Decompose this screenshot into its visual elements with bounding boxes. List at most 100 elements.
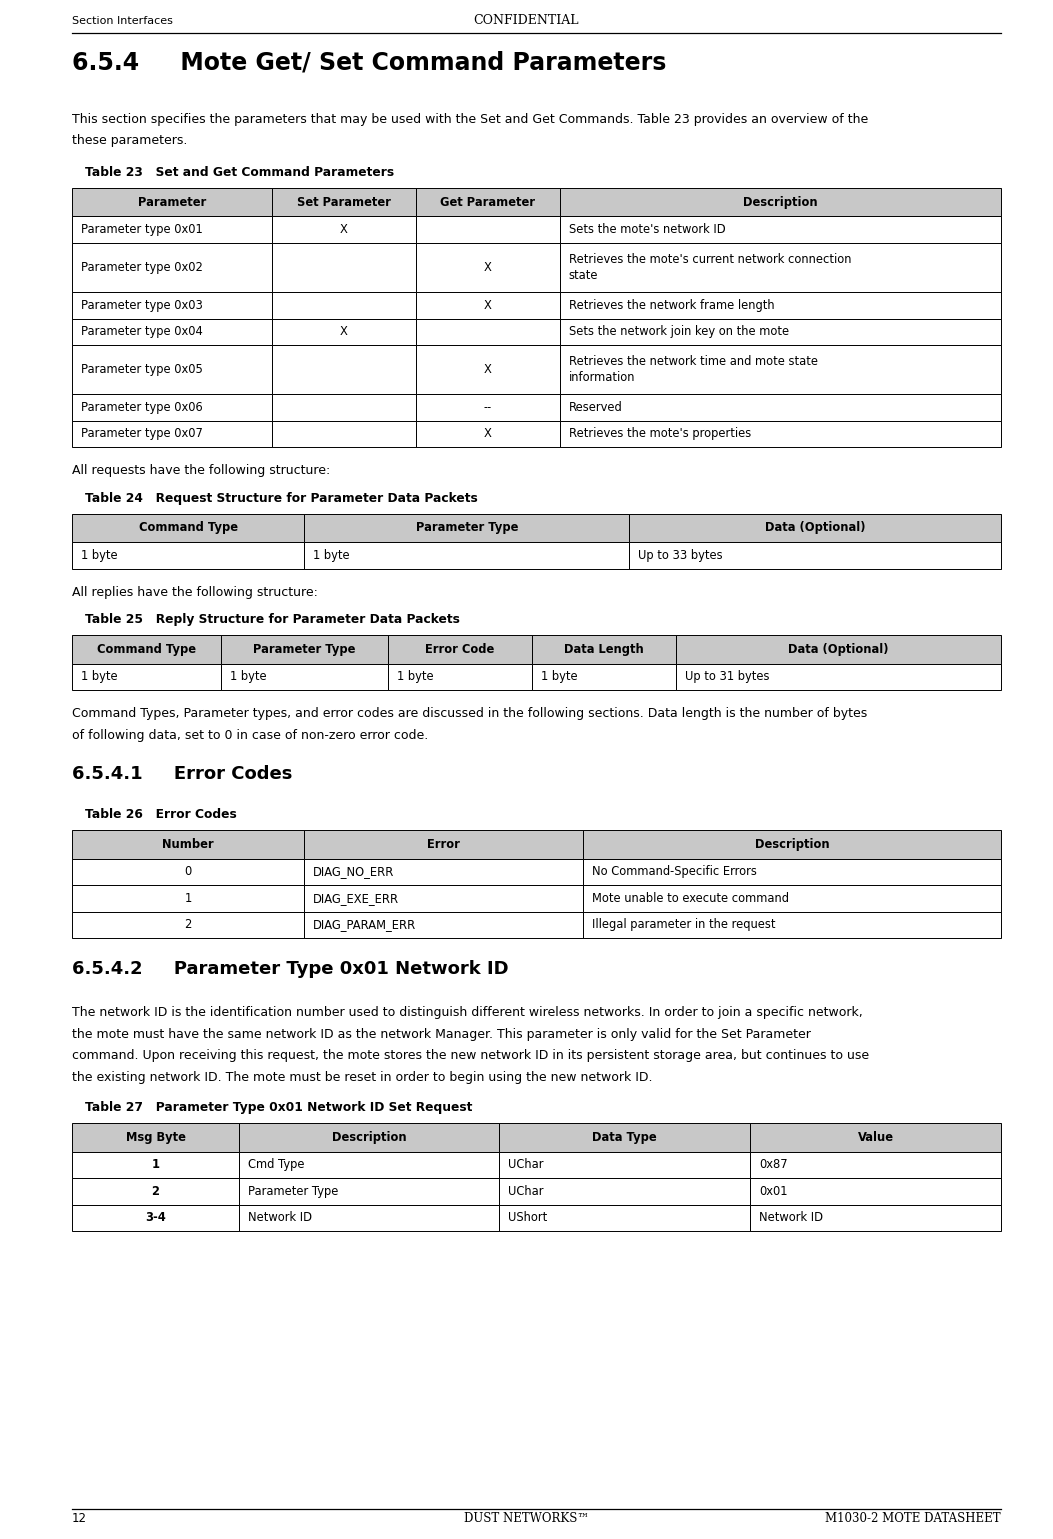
Text: All replies have the following structure:: All replies have the following structure… [72,585,318,599]
Bar [72,345,272,394]
Text: Sets the mote's network ID: Sets the mote's network ID [569,223,726,237]
Text: 6.5.4.1     Error Codes: 6.5.4.1 Error Codes [72,765,293,783]
Bar [499,1205,750,1231]
Bar [72,514,304,542]
Bar [676,663,1001,689]
Bar [630,514,1001,542]
Text: The network ID is the identification number used to distinguish different wirele: The network ID is the identification num… [72,1007,862,1019]
Bar [304,859,583,885]
Text: Command Types, Parameter types, and error codes are discussed in the following s: Command Types, Parameter types, and erro… [72,706,868,720]
Bar [72,1205,239,1231]
Text: Parameter type 0x06: Parameter type 0x06 [81,400,203,414]
Text: these parameters.: these parameters. [72,134,187,148]
Bar [676,636,1001,663]
Bar [239,1123,499,1151]
Bar [272,420,416,446]
Text: Parameter type 0x01: Parameter type 0x01 [81,223,203,237]
Text: Number: Number [162,837,214,851]
Text: X: X [483,428,492,440]
Bar [72,636,221,663]
Text: Network ID: Network ID [759,1211,823,1225]
Text: Table 26   Error Codes: Table 26 Error Codes [85,808,237,820]
Bar [221,663,388,689]
Text: Description: Description [743,195,818,209]
Bar [560,292,1001,319]
Text: 0: 0 [184,865,192,879]
Bar [272,394,416,420]
Text: 1 byte: 1 byte [397,671,434,683]
Bar [560,319,1001,345]
Text: X: X [340,223,347,237]
Text: Illegal parameter in the request: Illegal parameter in the request [592,919,775,931]
Bar [272,217,416,243]
Bar [560,188,1001,217]
Bar [72,319,272,345]
Text: 1: 1 [184,891,192,905]
Bar [221,636,388,663]
Text: Parameter type 0x07: Parameter type 0x07 [81,428,203,440]
Bar [72,542,304,568]
Text: 1: 1 [152,1159,160,1171]
Text: DIAG_EXE_ERR: DIAG_EXE_ERR [313,891,399,905]
Text: Data Type: Data Type [593,1131,657,1143]
Bar [304,542,630,568]
Text: Parameter Type: Parameter Type [416,522,518,534]
Bar [583,885,1001,911]
Text: DIAG_PARAM_ERR: DIAG_PARAM_ERR [313,919,417,931]
Text: Parameter type 0x04: Parameter type 0x04 [81,325,203,339]
Bar [416,188,560,217]
Bar [499,1177,750,1205]
Bar [630,542,1001,568]
Text: Data (Optional): Data (Optional) [789,643,889,656]
Bar [304,885,583,911]
Bar [416,319,560,345]
Text: Error: Error [428,837,460,851]
Bar [416,243,560,292]
Text: Table 25   Reply Structure for Parameter Data Packets: Table 25 Reply Structure for Parameter D… [85,613,460,626]
Text: Up to 31 bytes: Up to 31 bytes [684,671,770,683]
Bar [583,859,1001,885]
Bar [560,345,1001,394]
Text: Command Type: Command Type [97,643,196,656]
Bar [72,243,272,292]
Text: Data Length: Data Length [564,643,643,656]
Text: Data (Optional): Data (Optional) [764,522,866,534]
Bar [416,217,560,243]
Text: Network ID: Network ID [249,1211,313,1225]
Text: of following data, set to 0 in case of non-zero error code.: of following data, set to 0 in case of n… [72,728,429,742]
Bar [388,663,532,689]
Text: Table 23   Set and Get Command Parameters: Table 23 Set and Get Command Parameters [85,166,394,179]
Text: Parameter Type: Parameter Type [253,643,356,656]
Text: X: X [483,363,492,376]
Text: M1030-2 MOTE DATASHEET: M1030-2 MOTE DATASHEET [826,1513,1001,1525]
Bar [416,420,560,446]
Bar [388,636,532,663]
Text: 1 byte: 1 byte [541,671,577,683]
Text: 1 byte: 1 byte [230,671,266,683]
Text: Table 27   Parameter Type 0x01 Network ID Set Request: Table 27 Parameter Type 0x01 Network ID … [85,1100,473,1114]
Bar [72,188,272,217]
Bar [499,1123,750,1151]
Text: DUST NETWORKS™: DUST NETWORKS™ [464,1513,589,1525]
Text: 6.5.4.2     Parameter Type 0x01 Network ID: 6.5.4.2 Parameter Type 0x01 Network ID [72,960,509,979]
Text: Description: Description [755,837,830,851]
Text: Set Parameter: Set Parameter [297,195,391,209]
Text: information: information [569,371,635,383]
Bar [272,319,416,345]
Bar [532,663,676,689]
Bar [72,217,272,243]
Bar [499,1151,750,1177]
Text: X: X [483,262,492,274]
Text: Value: Value [857,1131,894,1143]
Text: 1 byte: 1 byte [81,549,118,562]
Bar [304,830,583,859]
Text: Up to 33 bytes: Up to 33 bytes [638,549,723,562]
Text: state: state [569,269,598,282]
Text: command. Upon receiving this request, the mote stores the new network ID in its : command. Upon receiving this request, th… [72,1050,869,1062]
Text: the mote must have the same network ID as the network Manager. This parameter is: the mote must have the same network ID a… [72,1028,811,1040]
Bar [750,1177,1001,1205]
Text: 1 byte: 1 byte [313,549,350,562]
Text: 0x01: 0x01 [759,1185,788,1197]
Text: Retrieves the mote's current network connection: Retrieves the mote's current network con… [569,254,851,266]
Bar [272,345,416,394]
